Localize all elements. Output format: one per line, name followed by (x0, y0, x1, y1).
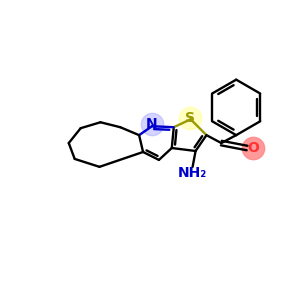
Point (150, 122, 154, 127)
Text: O: O (247, 141, 259, 155)
Text: S: S (184, 111, 195, 125)
Point (187, 116, 192, 121)
Text: N: N (146, 117, 158, 131)
Text: NH₂: NH₂ (178, 166, 207, 180)
Point (250, 146, 255, 150)
